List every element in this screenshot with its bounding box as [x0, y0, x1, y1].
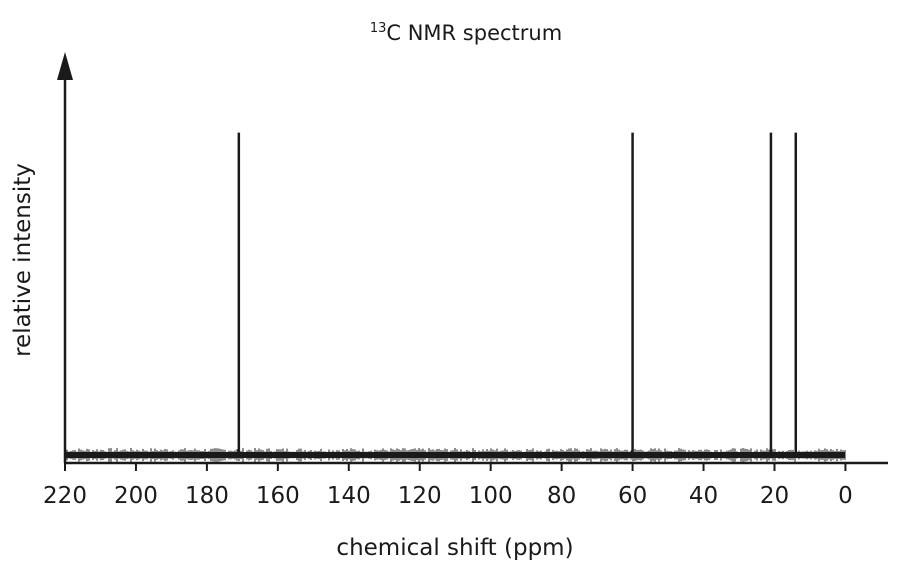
- x-tick-label: 60: [618, 483, 647, 509]
- x-tick-label: 0: [838, 483, 853, 509]
- x-tick-label: 180: [185, 483, 229, 509]
- x-tick-label: 220: [43, 483, 87, 509]
- y-axis-label: relative intensity: [10, 163, 36, 357]
- chart-title: 13C NMR spectrum: [370, 21, 562, 45]
- x-tick-label: 120: [398, 483, 442, 509]
- x-tick-label: 80: [547, 483, 576, 509]
- x-tick-label: 20: [760, 483, 789, 509]
- x-tick-label: 200: [114, 483, 158, 509]
- x-tick-label: 160: [256, 483, 300, 509]
- y-axis-arrow: [57, 52, 73, 80]
- title-text: C NMR spectrum: [386, 21, 562, 45]
- title-superscript: 13: [370, 21, 387, 36]
- x-axis-label: chemical shift (ppm): [336, 535, 573, 561]
- x-tick-label: 100: [469, 483, 513, 509]
- x-tick-label: 40: [689, 483, 718, 509]
- x-tick-label: 140: [327, 483, 371, 509]
- baseline-noise: [64, 448, 846, 462]
